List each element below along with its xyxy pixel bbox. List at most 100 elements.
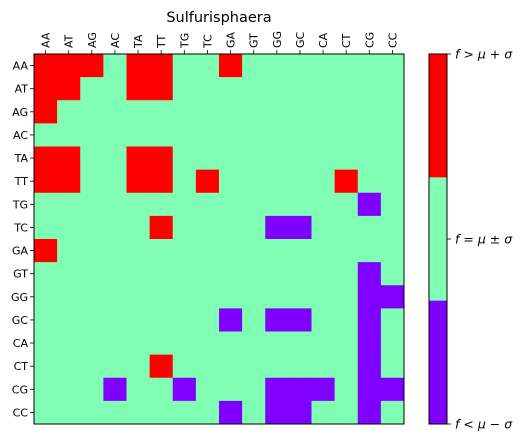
heatmap-cell	[103, 331, 127, 356]
heatmap-cell	[126, 285, 151, 309]
heatmap-cell	[242, 377, 266, 402]
heatmap-cell	[265, 239, 289, 263]
heatmap-cell	[288, 192, 312, 217]
heatmap-cell	[172, 285, 197, 309]
colorbar-segment	[429, 177, 447, 302]
y-tick-label: GC	[12, 314, 29, 327]
heatmap-cell	[219, 354, 243, 379]
heatmap-cell	[195, 262, 220, 286]
heatmap-cell	[219, 123, 243, 147]
heatmap-cell	[172, 308, 197, 332]
heatmap-cell	[57, 354, 81, 379]
x-tick-label: AT	[63, 34, 76, 48]
heatmap-cell	[103, 77, 127, 101]
y-tick-labels: AA AT AG AC TA TT TG TC GA GT GG GC CA CT CG CC	[11, 60, 34, 419]
heatmap-cell	[357, 215, 382, 240]
heatmap-cell	[103, 54, 127, 78]
heatmap-cell	[334, 146, 359, 171]
heatmap-cell	[149, 331, 174, 356]
heatmap-cell	[357, 377, 382, 402]
heatmap-cell	[149, 192, 174, 217]
heatmap-cell	[288, 100, 312, 124]
colorbar-label: f > μ + σ	[455, 47, 513, 62]
heatmap-cell	[242, 308, 266, 332]
heatmap-cell	[126, 377, 151, 402]
heatmap-cell	[334, 192, 359, 217]
heatmap-cell	[149, 308, 174, 332]
heatmap-cell	[80, 262, 104, 286]
heatmap-cell	[103, 354, 127, 379]
heatmap-cell	[219, 262, 243, 286]
heatmap-cell	[126, 123, 151, 147]
heatmap-cell	[311, 377, 336, 402]
heatmap-cell	[172, 377, 197, 402]
x-tick-label: CT	[340, 33, 353, 48]
heatmap-cell	[80, 377, 104, 402]
heatmap-cell	[334, 215, 359, 240]
heatmap-cell	[57, 239, 81, 263]
heatmap-cell	[126, 146, 151, 171]
heatmap-cell	[126, 100, 151, 124]
heatmap-cell	[311, 100, 336, 124]
heatmap-cell	[357, 262, 382, 286]
heatmap-cell	[242, 123, 266, 147]
heatmap-cell	[288, 377, 312, 402]
heatmap-cell	[311, 262, 336, 286]
heatmap-cell	[80, 54, 104, 78]
heatmap-cell	[172, 169, 197, 194]
heatmap-cell	[34, 308, 58, 332]
heatmap-cell	[149, 262, 174, 286]
heatmap-cell	[242, 331, 266, 356]
heatmap-cell	[195, 100, 220, 124]
heatmap-cell	[57, 377, 81, 402]
y-tick-label: GA	[12, 245, 29, 258]
heatmap-cell	[195, 331, 220, 356]
heatmap-cell	[219, 169, 243, 194]
heatmap-cell	[357, 400, 382, 425]
heatmap-cell	[357, 285, 382, 309]
heatmap-cell	[172, 54, 197, 78]
heatmap-cell	[288, 215, 312, 240]
heatmap-cell	[380, 54, 405, 78]
colorbar-segment	[429, 300, 447, 425]
heatmap-cell	[34, 331, 58, 356]
heatmap-cell	[288, 54, 312, 78]
heatmap-cell	[311, 146, 336, 171]
heatmap-cell	[311, 192, 336, 217]
heatmap-cell	[357, 123, 382, 147]
heatmap-cell	[172, 331, 197, 356]
heatmap-cell	[311, 169, 336, 194]
heatmap-cell	[57, 100, 81, 124]
heatmap-cell	[103, 192, 127, 217]
heatmap-cell	[126, 77, 151, 101]
x-tick-label: GG	[271, 31, 284, 48]
heatmap-cell	[149, 354, 174, 379]
heatmap-cell	[219, 239, 243, 263]
heatmap-cell	[57, 308, 81, 332]
heatmap-cell	[34, 100, 58, 124]
colorbar-label: f < μ − σ	[455, 417, 513, 432]
x-tick-label: GA	[225, 31, 238, 48]
heatmap-cell	[34, 285, 58, 309]
heatmap-cell	[265, 215, 289, 240]
x-tick-label: AC	[109, 33, 122, 48]
heatmap-cell	[311, 239, 336, 263]
heatmap-cell	[103, 285, 127, 309]
heatmap-cell	[242, 146, 266, 171]
heatmap-cell	[149, 285, 174, 309]
heatmap-cell	[380, 262, 405, 286]
heatmap-cell	[334, 54, 359, 78]
heatmap-cell	[126, 262, 151, 286]
y-tick-label: CG	[12, 383, 28, 396]
heatmap-cell	[334, 285, 359, 309]
heatmap-cell	[34, 146, 58, 171]
heatmap-cell	[219, 146, 243, 171]
heatmap-cell	[242, 215, 266, 240]
heatmap-cell	[288, 285, 312, 309]
heatmap-cell	[126, 192, 151, 217]
heatmap-cell	[219, 100, 243, 124]
heatmap-cell	[57, 77, 81, 101]
y-tick-label: AC	[13, 129, 28, 142]
heatmap-cell	[380, 285, 405, 309]
y-tick-label: AT	[15, 83, 29, 96]
